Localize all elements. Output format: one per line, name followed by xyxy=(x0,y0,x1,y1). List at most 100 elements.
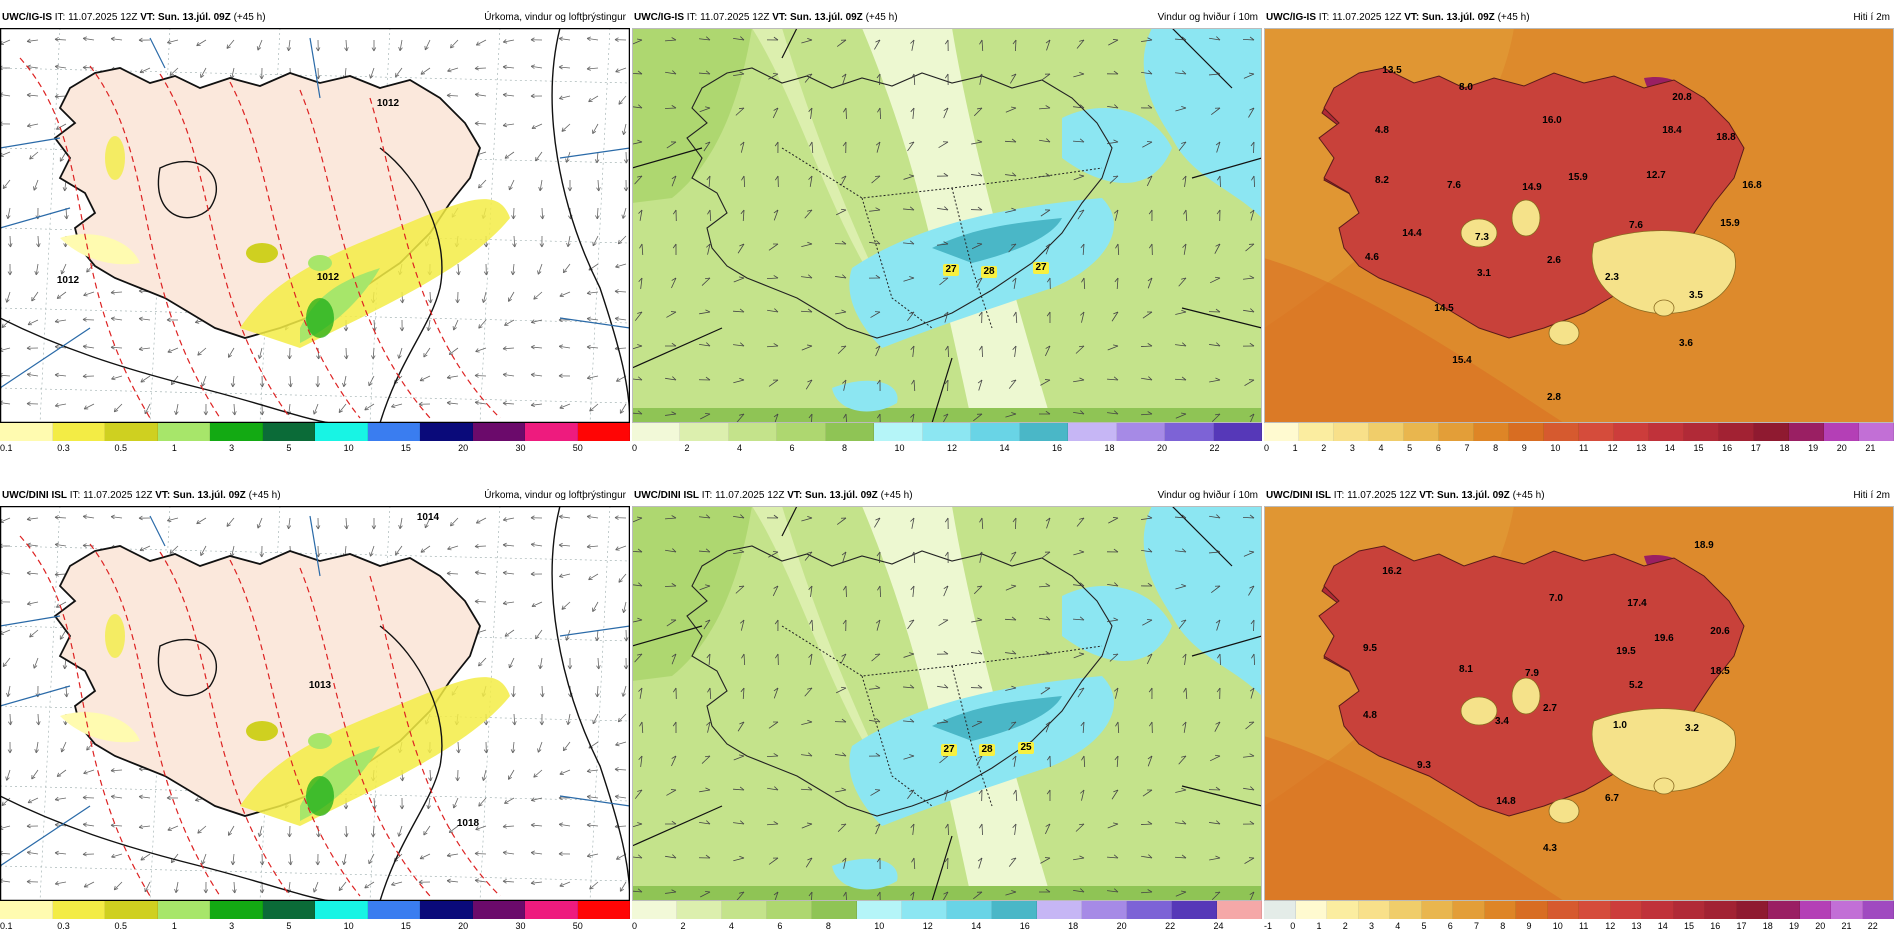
color-scale-swatch xyxy=(1453,901,1485,919)
scale-tick-label: 4 xyxy=(1395,921,1400,931)
panel-title: Vindur og hviður í 10m xyxy=(1158,486,1258,506)
panel-header: UWC/IG-IS IT: 11.07.2025 12Z VT: Sun. 13… xyxy=(1264,8,1894,28)
scale-tick-label: 14 xyxy=(1000,443,1010,453)
scale-tick-label: 2 xyxy=(1321,443,1326,453)
color-scale-swatch xyxy=(1831,901,1863,919)
value-label: 3.4 xyxy=(1495,716,1509,727)
scale-tick-label: 18 xyxy=(1105,443,1115,453)
color-scale-swatch xyxy=(1674,901,1706,919)
model-name: UWC/DINI ISL xyxy=(2,490,67,501)
color-scale-swatch xyxy=(1611,901,1643,919)
color-scale-swatch xyxy=(1789,423,1824,441)
color-scale-swatch xyxy=(1217,901,1262,919)
scale-tick-label: 22 xyxy=(1210,443,1220,453)
value-label: 13.5 xyxy=(1382,65,1402,76)
valid-time: VT: Sun. 13.júl. 09Z xyxy=(140,12,231,23)
color-scale-swatch xyxy=(1172,901,1217,919)
scale-tick-label: 21 xyxy=(1842,921,1852,931)
scale-tick-label: 16 xyxy=(1020,921,1030,931)
value-label: 1.0 xyxy=(1613,720,1627,731)
scale-tick-label: 15 xyxy=(1684,921,1694,931)
color-scale-bar xyxy=(0,423,630,443)
forecast-panel-p4: UWC/DINI ISL IT: 11.07.2025 12Z VT: Sun.… xyxy=(0,486,630,951)
scale-tick-label: 2 xyxy=(685,443,690,453)
color-scale-swatch xyxy=(1824,423,1859,441)
value-label: 1013 xyxy=(309,680,332,691)
color-scale-swatch xyxy=(1404,423,1439,441)
color-scale-swatch xyxy=(1264,901,1296,919)
color-scale-swatch xyxy=(1390,901,1422,919)
panel-header: UWC/IG-IS IT: 11.07.2025 12Z VT: Sun. 13… xyxy=(632,8,1262,28)
value-label: 27 xyxy=(1035,262,1047,273)
color-scale-swatch xyxy=(263,901,316,919)
scale-tick-label: 50 xyxy=(573,443,583,453)
value-label: 3.6 xyxy=(1679,338,1693,349)
scale-tick-label: 6 xyxy=(1448,921,1453,931)
scale-tick-label: 15 xyxy=(401,443,411,453)
value-label: 15.9 xyxy=(1568,172,1588,183)
color-scale-swatch xyxy=(1165,423,1213,441)
header-info: UWC/IG-IS IT: 11.07.2025 12Z VT: Sun. 13… xyxy=(1266,8,1530,28)
color-scale-swatch xyxy=(420,901,473,919)
valid-time: VT: Sun. 13.júl. 09Z xyxy=(1404,12,1495,23)
color-scale-swatch xyxy=(1296,901,1328,919)
scale-tick-label: 16 xyxy=(1052,443,1062,453)
color-scale-swatch xyxy=(1369,423,1404,441)
color-scale-swatch xyxy=(105,901,158,919)
scale-tick-label: 50 xyxy=(573,921,583,931)
init-time: IT: 11.07.2025 12Z xyxy=(1319,12,1402,23)
value-label: 4.8 xyxy=(1375,125,1389,136)
scale-tick-label: 22 xyxy=(1165,921,1175,931)
scale-tick-label: 20 xyxy=(458,921,468,931)
panel-title: Hiti í 2m xyxy=(1853,486,1890,506)
color-scale-swatch xyxy=(767,901,812,919)
value-label: 8.0 xyxy=(1459,82,1473,93)
scale-tick-label: 7 xyxy=(1464,443,1469,453)
scale-tick-label: 0 xyxy=(1264,443,1269,453)
color-scale-swatch xyxy=(677,901,722,919)
scale-tick-label: 3 xyxy=(229,443,234,453)
color-scale-swatch xyxy=(473,901,526,919)
color-scale-swatch xyxy=(1474,423,1509,441)
color-scale-swatch xyxy=(53,901,106,919)
scale-tick-label: 13 xyxy=(1636,443,1646,453)
init-time: IT: 11.07.2025 12Z xyxy=(1334,490,1417,501)
color-scale-swatch xyxy=(1684,423,1719,441)
color-scale-swatch xyxy=(1719,423,1754,441)
panel-title: Hiti í 2m xyxy=(1853,8,1890,28)
scale-tick-label: 4 xyxy=(737,443,742,453)
color-scale-swatch xyxy=(1516,901,1548,919)
value-label: 1012 xyxy=(57,275,80,286)
color-scale-swatch xyxy=(1859,423,1894,441)
value-label: 9.5 xyxy=(1363,643,1377,654)
scale-tick-label: 24 xyxy=(1214,921,1224,931)
color-scale-swatch xyxy=(812,901,857,919)
value-label: 20.6 xyxy=(1710,626,1730,637)
color-scale-swatch xyxy=(368,423,421,441)
lead-time: (+45 h) xyxy=(234,12,266,23)
color-scale-swatch xyxy=(777,423,825,441)
scale-tick-label: 10 xyxy=(344,443,354,453)
color-scale-swatch xyxy=(1422,901,1454,919)
color-scale-swatch xyxy=(420,423,473,441)
scale-tick-label: 0.3 xyxy=(57,921,70,931)
scale-tick-label: 30 xyxy=(515,443,525,453)
value-label: 3.5 xyxy=(1689,290,1703,301)
scale-tick-label: 17 xyxy=(1751,443,1761,453)
scale-tick-label: 2 xyxy=(1343,921,1348,931)
lead-time: (+45 h) xyxy=(249,490,281,501)
value-label: 18.4 xyxy=(1662,125,1682,136)
model-name: UWC/IG-IS xyxy=(1266,12,1316,23)
color-scale-swatch xyxy=(680,423,728,441)
scale-tick-label: 11 xyxy=(1579,443,1588,453)
value-label: 7.6 xyxy=(1447,180,1461,191)
init-time: IT: 11.07.2025 12Z xyxy=(55,12,138,23)
color-scale-swatch xyxy=(1642,901,1674,919)
valid-time: VT: Sun. 13.júl. 09Z xyxy=(155,490,246,501)
value-label: 6.7 xyxy=(1605,793,1619,804)
model-name: UWC/IG-IS xyxy=(634,12,684,23)
scale-tick-label: 0 xyxy=(632,921,637,931)
